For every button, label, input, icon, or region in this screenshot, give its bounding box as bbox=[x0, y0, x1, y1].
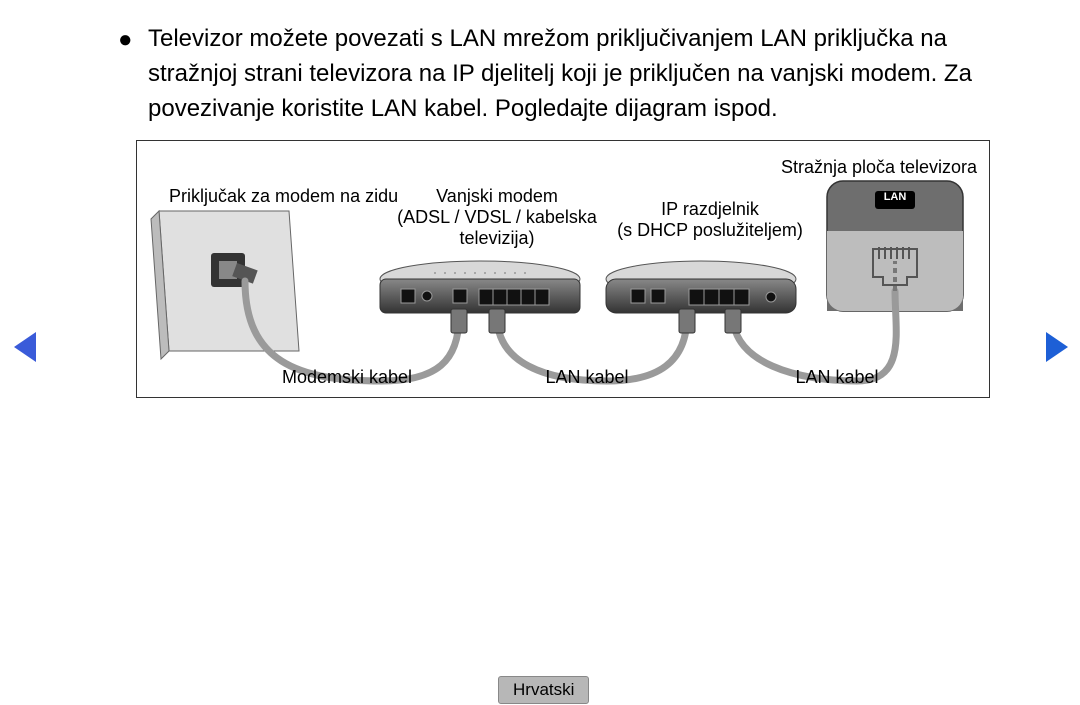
language-badge: Hrvatski bbox=[498, 676, 589, 704]
diagram-frame: Priključak za modem na zidu Vanjski mode… bbox=[136, 140, 990, 398]
label-router-l2: (s DHCP poslužiteljem) bbox=[605, 220, 815, 241]
lan-badge-text: LAN bbox=[874, 191, 916, 203]
label-modem-cable: Modemski kabel bbox=[257, 367, 437, 388]
page: ● Televizor možete povezati s LAN mrežom… bbox=[0, 0, 1080, 705]
label-modem-l1: Vanjski modem bbox=[377, 186, 617, 207]
wall-plate bbox=[149, 201, 309, 361]
label-router-l1: IP razdjelnik bbox=[605, 199, 815, 220]
bullet-dot: ● bbox=[118, 26, 133, 54]
prev-page-arrow[interactable] bbox=[14, 332, 36, 362]
label-modem: Vanjski modem (ADSL / VDSL / kabelska te… bbox=[377, 186, 617, 249]
device-router bbox=[601, 251, 801, 331]
label-modem-l2: (ADSL / VDSL / kabelska bbox=[377, 207, 617, 228]
body-paragraph: Televizor možete povezati s LAN mrežom p… bbox=[148, 22, 988, 126]
label-modem-l3: televizija) bbox=[377, 228, 617, 249]
label-lan-cable-1: LAN kabel bbox=[507, 367, 667, 388]
next-page-arrow[interactable] bbox=[1046, 332, 1068, 362]
label-tv-panel: Stražnja ploča televizora bbox=[769, 157, 989, 178]
label-lan-cable-2: LAN kabel bbox=[757, 367, 917, 388]
device-modem bbox=[375, 251, 585, 331]
label-router: IP razdjelnik (s DHCP poslužiteljem) bbox=[605, 199, 815, 241]
